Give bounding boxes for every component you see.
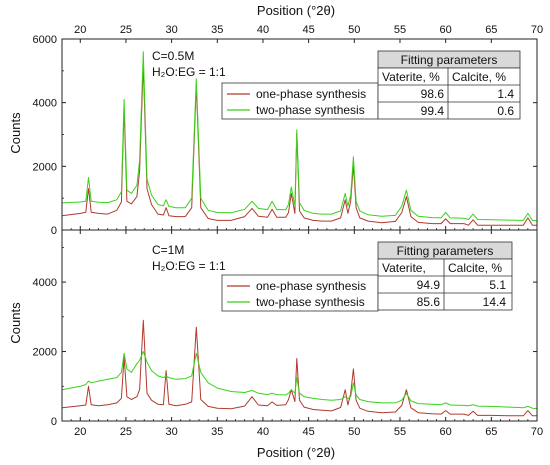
bottom-legend-label-two-phase: two-phase synthesis — [256, 295, 365, 309]
bottom-series-line-one-phase — [61, 319, 537, 417]
bottom-axis-tick-label: 65 — [485, 426, 497, 438]
top-axis-tick-label: 40 — [257, 24, 269, 36]
top-axis-tick-label: 55 — [394, 24, 406, 36]
top-y-axis-title: Counts — [8, 112, 23, 154]
top-table-title: Fitting parameters — [401, 53, 498, 67]
top-panel: 20 25 30 35 40 45 50 55 60 65 70 0 2000 4000 6000 C=0.… — [33, 24, 544, 237]
top-legend: one-phase synthesis two-phase synthesis — [221, 82, 379, 120]
bottom-concentration-note: C=1M — [152, 243, 184, 257]
bottom-table-cell: 94.9 — [417, 278, 441, 292]
top-table-cell: 99.4 — [421, 104, 445, 118]
bottom-axis-tick-label: 70 — [531, 426, 543, 438]
bottom-axis-title: Position (°2θ) — [257, 445, 335, 460]
top-axis-tick-label: 45 — [303, 24, 315, 36]
bottom-legend-box — [221, 274, 379, 312]
top-y-tick-label: 2000 — [33, 161, 57, 173]
top-fitting-table: Fitting parameters Vaterite, % Calcite, … — [377, 50, 521, 120]
bottom-series-line-two-phase — [61, 351, 538, 409]
bottom-table-cell: 5.1 — [489, 278, 506, 292]
top-axis-tick-label: 50 — [348, 24, 360, 36]
top-concentration-note: C=0.5M — [152, 49, 194, 63]
bottom-y-axis-title: Counts — [8, 302, 23, 344]
bottom-axis-tick-label: 20 — [74, 426, 86, 438]
bottom-fitting-table: Fitting parameters Vaterite, Calcite, % … — [377, 241, 513, 311]
top-y-tick-label: 0 — [51, 225, 57, 237]
top-y-tick-label: 6000 — [33, 34, 57, 46]
top-table-body — [377, 67, 521, 120]
top-y-tick-label: 4000 — [33, 98, 57, 110]
bottom-panel: 20 25 30 35 40 45 50 55 60 65 70 0 2000 4000 C=1M H₂O… — [33, 229, 543, 438]
bottom-y-tick-label: 0 — [51, 416, 57, 428]
bottom-axis-tick-label: 30 — [165, 426, 177, 438]
bottom-table-cell: 85.6 — [417, 295, 441, 309]
bottom-legend-label-one-phase: one-phase synthesis — [256, 279, 366, 293]
bottom-axis-tick-label: 40 — [257, 426, 269, 438]
top-legend-label-two-phase: two-phase synthesis — [256, 103, 365, 117]
top-table-col-vaterite: Vaterite, % — [382, 70, 440, 84]
top-ratio-note: H₂O:EG = 1:1 — [152, 65, 226, 79]
top-axis-tick-label: 20 — [74, 24, 86, 36]
bottom-table-body — [377, 258, 513, 311]
bottom-axis-tick-label: 25 — [120, 426, 132, 438]
bottom-y-tick-label: 4000 — [33, 277, 57, 289]
bottom-legend: one-phase synthesis two-phase synthesis — [221, 274, 379, 312]
top-table-cell: 1.4 — [497, 87, 514, 101]
top-axis-tick-label: 65 — [485, 24, 497, 36]
top-axis-tick-label: 60 — [440, 24, 452, 36]
top-axis-tick-label: 25 — [120, 24, 132, 36]
bottom-axis-tick-label: 60 — [440, 426, 452, 438]
top-legend-box — [221, 82, 379, 120]
bottom-axis-tick-label: 45 — [303, 426, 315, 438]
top-axis-tick-label: 70 — [531, 24, 543, 36]
top-axis-tick-label: 35 — [211, 24, 223, 36]
top-series-line-two-phase — [61, 51, 538, 222]
top-axis-tick-label: 30 — [165, 24, 177, 36]
top-table-col-calcite: Calcite, % — [452, 70, 506, 84]
bottom-axis-tick-label: 50 — [348, 426, 360, 438]
bottom-axis-tick-label: 35 — [211, 426, 223, 438]
bottom-table-title: Fitting parameters — [397, 244, 494, 258]
top-table-cell: 98.6 — [421, 87, 445, 101]
top-series-line-one-phase — [61, 64, 537, 226]
bottom-ratio-note: H₂O:EG = 1:1 — [152, 259, 226, 273]
top-axis-title: Position (°2θ) — [257, 3, 335, 18]
top-table-cell: 0.6 — [497, 104, 514, 118]
bottom-table-col-calcite: Calcite, % — [448, 261, 502, 275]
bottom-y-tick-label: 2000 — [33, 347, 57, 359]
bottom-axis-tick-label: 55 — [394, 426, 406, 438]
bottom-table-col-vaterite: Vaterite, — [382, 261, 426, 275]
bottom-table-cell: 14.4 — [483, 295, 507, 309]
top-legend-label-one-phase: one-phase synthesis — [256, 87, 366, 101]
